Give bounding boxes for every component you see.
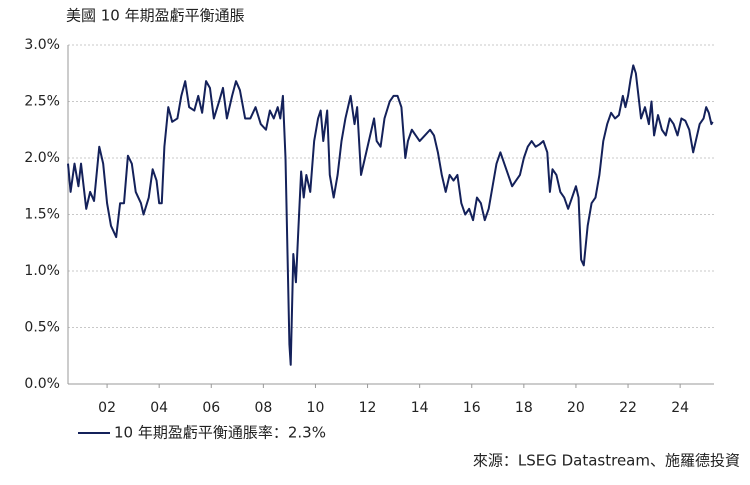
x-tick-label: 02 bbox=[98, 400, 116, 416]
x-tick-label: 12 bbox=[359, 400, 377, 416]
legend-label: 10 年期盈虧平衡通脹率：2.3% bbox=[114, 424, 326, 442]
source: 來源：LSEG Datastream、施羅德投資 bbox=[473, 452, 740, 470]
y-tick-label: 3.0% bbox=[24, 37, 60, 53]
chart-title: 美國 10 年期盈虧平衡通脹 bbox=[66, 7, 245, 25]
y-tick-label: 2.5% bbox=[24, 94, 60, 110]
y-tick-label: 1.5% bbox=[24, 207, 60, 223]
x-tick-label: 04 bbox=[150, 400, 168, 416]
x-tick-label: 08 bbox=[254, 400, 272, 416]
y-tick-label: 0.5% bbox=[24, 320, 60, 336]
x-tick-label: 22 bbox=[619, 400, 637, 416]
x-tick-label: 10 bbox=[307, 400, 325, 416]
y-tick-label: 1.0% bbox=[24, 263, 60, 279]
x-tick-label: 06 bbox=[202, 400, 220, 416]
y-tick-label: 0.0% bbox=[24, 376, 60, 392]
y-tick-label: 2.0% bbox=[24, 150, 60, 166]
x-tick-label: 16 bbox=[463, 400, 481, 416]
x-tick-label: 24 bbox=[671, 400, 689, 416]
x-tick-label: 18 bbox=[515, 400, 533, 416]
line-series bbox=[67, 64, 714, 366]
x-tick-label: 20 bbox=[567, 400, 585, 416]
x-tick-label: 14 bbox=[411, 400, 429, 416]
